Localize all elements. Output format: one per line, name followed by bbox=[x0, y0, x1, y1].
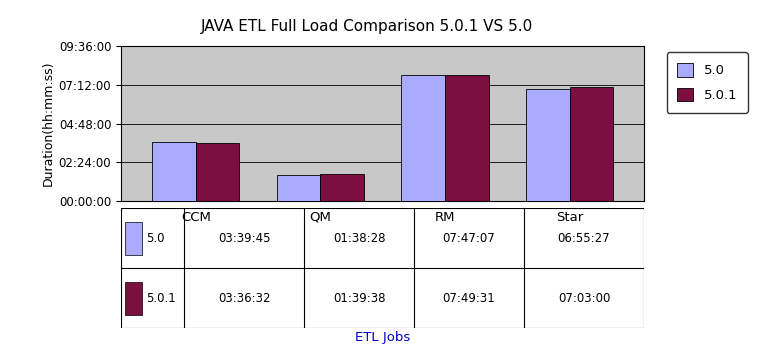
Bar bbox=[125, 282, 142, 315]
Text: 03:39:45: 03:39:45 bbox=[218, 232, 270, 245]
Text: 07:49:31: 07:49:31 bbox=[443, 292, 495, 305]
Text: 06:55:27: 06:55:27 bbox=[558, 232, 610, 245]
Text: 5.0: 5.0 bbox=[146, 232, 165, 245]
Bar bbox=[196, 143, 240, 201]
Bar bbox=[569, 87, 613, 201]
Text: 01:39:38: 01:39:38 bbox=[333, 292, 386, 305]
Y-axis label: Duration(hh:mm:ss): Duration(hh:mm:ss) bbox=[41, 61, 55, 186]
Text: 07:03:00: 07:03:00 bbox=[558, 292, 610, 305]
Bar bbox=[276, 175, 320, 201]
Text: ETL Jobs: ETL Jobs bbox=[355, 331, 410, 344]
Text: 01:38:28: 01:38:28 bbox=[333, 232, 386, 245]
Bar bbox=[125, 222, 142, 255]
Legend: 5.0, 5.0.1: 5.0, 5.0.1 bbox=[667, 53, 747, 113]
Bar bbox=[526, 89, 569, 201]
Text: 03:36:32: 03:36:32 bbox=[218, 292, 270, 305]
Bar bbox=[152, 142, 196, 201]
Bar bbox=[445, 74, 489, 201]
Text: 5.0.1: 5.0.1 bbox=[146, 292, 176, 305]
Text: JAVA ETL Full Load Comparison 5.0.1 VS 5.0: JAVA ETL Full Load Comparison 5.0.1 VS 5… bbox=[201, 19, 533, 34]
Text: 07:47:07: 07:47:07 bbox=[443, 232, 495, 245]
Bar bbox=[401, 75, 445, 201]
Bar bbox=[320, 174, 364, 201]
